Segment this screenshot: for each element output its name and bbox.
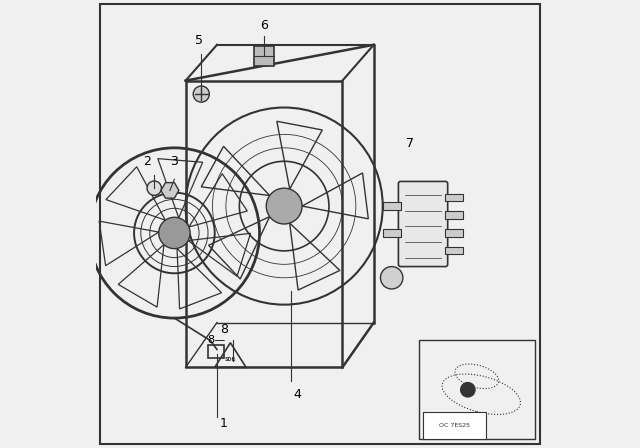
Circle shape [380,267,403,289]
Bar [445,194,463,201]
Bar [208,345,224,358]
Bar [423,412,486,439]
Text: SDR: SDR [225,357,236,362]
Circle shape [461,383,475,397]
Text: 4: 4 [293,388,301,401]
FancyBboxPatch shape [398,181,448,267]
Circle shape [159,217,190,249]
Text: 1: 1 [220,417,227,430]
Bar [383,229,401,237]
Text: 2: 2 [143,155,152,168]
Bar [445,247,463,254]
Polygon shape [161,183,179,198]
Text: 5: 5 [195,34,203,47]
Bar [383,202,401,210]
Bar [445,229,463,237]
Text: 8—: 8— [207,336,226,345]
Bar [254,46,274,66]
Text: 7: 7 [406,137,413,150]
Text: 3: 3 [170,155,179,168]
Text: 6: 6 [260,19,268,32]
Circle shape [193,86,209,102]
Bar [445,211,463,219]
Circle shape [266,188,302,224]
Text: 8: 8 [220,323,228,336]
Text: OC 7ES25: OC 7ES25 [439,423,470,428]
Circle shape [147,181,161,195]
Bar [419,340,535,439]
